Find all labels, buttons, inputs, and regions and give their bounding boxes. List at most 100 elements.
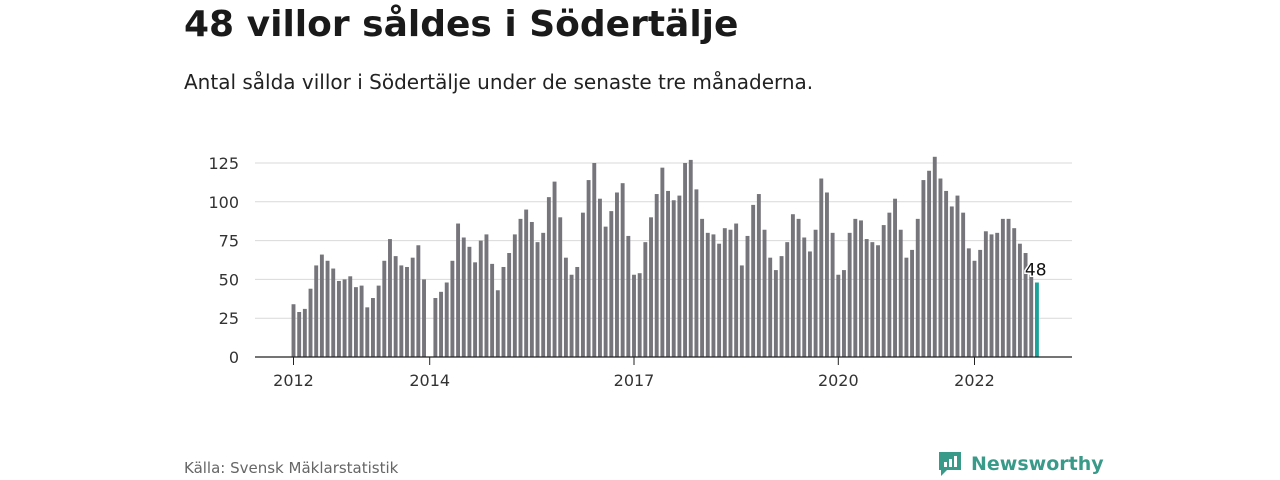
- bar: [921, 180, 926, 357]
- bar: [592, 163, 597, 357]
- chart-title: 48 villor såldes i Södertälje: [184, 4, 739, 45]
- bar: [353, 287, 358, 357]
- bar: [552, 181, 557, 357]
- bar: [660, 167, 665, 357]
- bar: [796, 218, 801, 357]
- bar: [955, 195, 960, 357]
- bar: [694, 189, 699, 357]
- bar: [365, 307, 370, 357]
- x-tick-label: 2020: [818, 371, 859, 390]
- bar: [507, 253, 512, 357]
- x-tick-label: 2022: [954, 371, 995, 390]
- bar: [319, 254, 324, 357]
- bar: [399, 265, 404, 357]
- bar: [348, 276, 353, 357]
- x-axis-ticks: 2012 2014 2017 2020 2022: [273, 357, 995, 390]
- bar: [620, 183, 625, 357]
- bars: [291, 156, 1039, 357]
- bar: [1000, 218, 1005, 357]
- bar: [915, 218, 920, 357]
- bar: [671, 200, 676, 357]
- bar: [790, 214, 795, 357]
- bar: [541, 232, 546, 357]
- bar: [722, 228, 727, 357]
- bar: [739, 265, 744, 357]
- bar: [598, 198, 602, 357]
- bar: [728, 229, 733, 357]
- bar: [302, 308, 307, 357]
- bar: [558, 217, 563, 357]
- bar: [342, 279, 347, 357]
- bar: [717, 243, 722, 357]
- bar: [575, 266, 580, 357]
- bar: [325, 260, 330, 357]
- bar: [813, 229, 818, 357]
- bar: [1012, 228, 1017, 357]
- bar: [529, 221, 534, 357]
- bar: [439, 291, 443, 357]
- bar: [291, 304, 296, 357]
- bar: [825, 192, 829, 357]
- bar: [830, 232, 835, 357]
- bar: [371, 298, 375, 357]
- bar: [643, 242, 648, 357]
- bar: [802, 237, 807, 357]
- bar: [433, 298, 438, 357]
- bar: [785, 242, 790, 357]
- bar: [688, 159, 693, 357]
- bar: [842, 270, 846, 357]
- y-axis-ticks: 0 25 50 75 100 125: [208, 154, 239, 367]
- bar: [745, 235, 750, 357]
- highlight-bar: [1034, 282, 1039, 357]
- bar: [961, 212, 966, 357]
- y-tick-label: 125: [208, 154, 239, 173]
- bar: [586, 180, 591, 357]
- bar: [580, 212, 585, 357]
- bar: [910, 249, 915, 357]
- bar: [779, 256, 784, 357]
- bar: [637, 273, 642, 357]
- bar-chart: 0 25 50 75 100 125 2012 2014 2017 2020 2022 48: [208, 154, 1072, 390]
- bar: [518, 218, 523, 357]
- newsworthy-icon: [939, 452, 961, 476]
- bar: [932, 156, 937, 357]
- bar: [388, 239, 392, 357]
- bar: [490, 263, 495, 357]
- y-tick-label: 75: [219, 232, 239, 251]
- bar: [336, 280, 341, 357]
- chart-subtitle: Antal sålda villor i Södertälje under de…: [184, 70, 814, 94]
- brand-name: Newsworthy: [971, 453, 1104, 475]
- bar: [450, 260, 455, 357]
- bar: [677, 195, 682, 357]
- bar: [649, 217, 653, 357]
- bar: [807, 251, 812, 357]
- bar: [615, 192, 619, 357]
- bar: [535, 242, 540, 357]
- bar: [626, 235, 631, 357]
- bar: [966, 248, 971, 357]
- bar: [467, 246, 472, 357]
- bar: [478, 240, 483, 357]
- bar: [563, 257, 568, 357]
- source-note: Källa: Svensk Mäklarstatistik: [184, 459, 399, 477]
- bar: [893, 198, 897, 357]
- bar: [444, 282, 449, 357]
- bar: [938, 178, 943, 357]
- x-tick-label: 2012: [273, 371, 314, 390]
- bar: [654, 194, 659, 357]
- bar: [898, 229, 903, 357]
- bar: [416, 245, 421, 357]
- bar: [734, 223, 739, 357]
- x-tick-label: 2014: [409, 371, 450, 390]
- bar: [927, 170, 932, 357]
- bar: [904, 257, 909, 357]
- bar: [756, 194, 761, 357]
- bar: [859, 220, 863, 357]
- bar: [944, 190, 949, 357]
- bar: [456, 223, 461, 357]
- bar: [853, 218, 858, 357]
- bar: [331, 268, 336, 357]
- y-tick-label: 100: [208, 193, 239, 212]
- bar: [359, 285, 364, 357]
- bar: [461, 237, 466, 357]
